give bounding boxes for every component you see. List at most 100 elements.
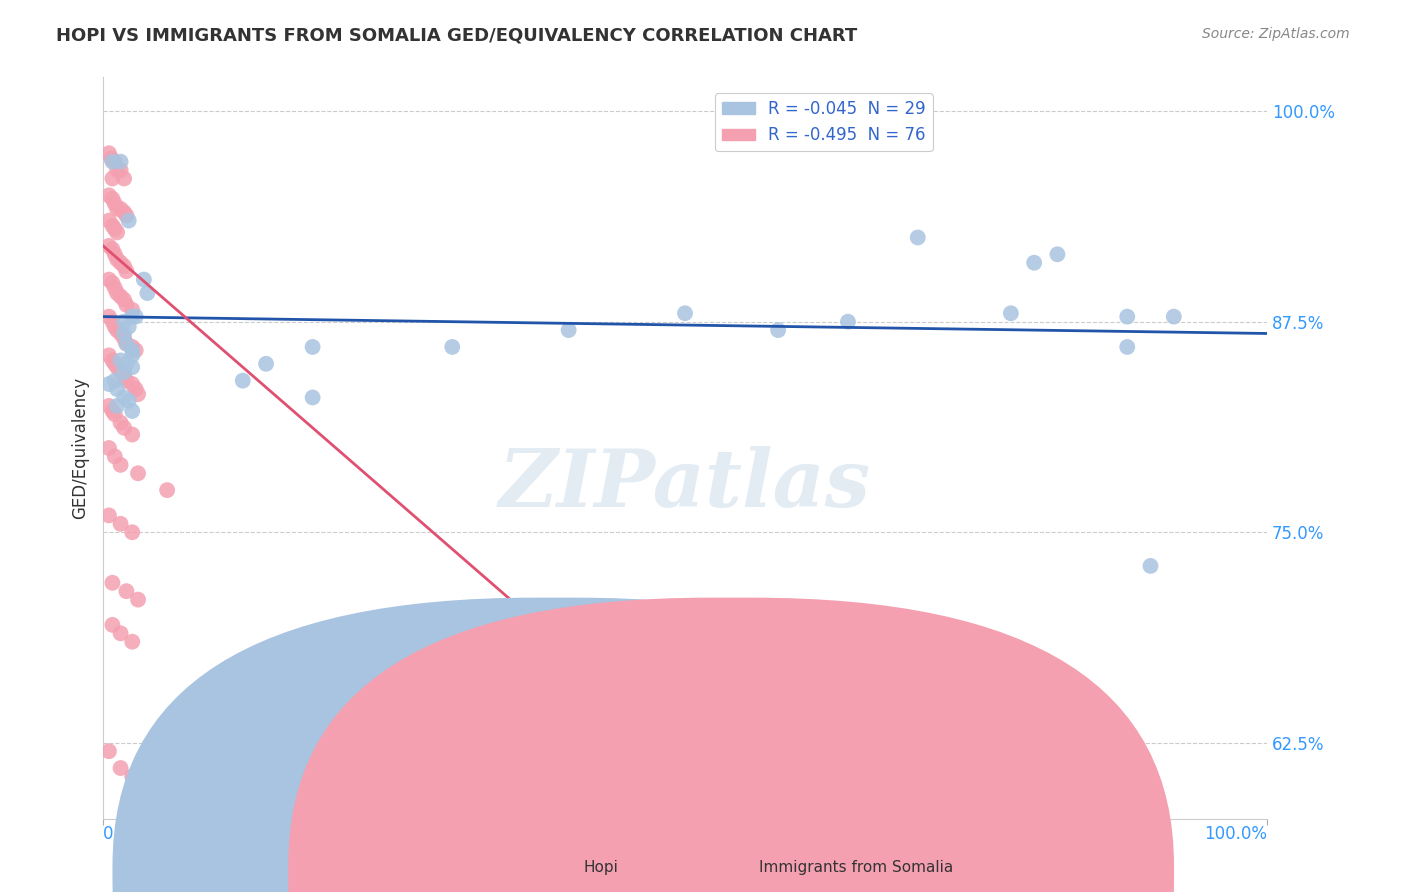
Point xyxy=(1024,256,1046,270)
Point xyxy=(110,289,132,303)
Point xyxy=(1000,306,1022,320)
Point xyxy=(104,196,127,211)
Point xyxy=(121,348,143,362)
Point xyxy=(110,626,132,640)
Text: 0.0%: 0.0% xyxy=(103,825,145,843)
Point xyxy=(121,310,143,324)
Point xyxy=(115,209,138,223)
Text: Immigrants from Somalia: Immigrants from Somalia xyxy=(759,861,953,875)
Point xyxy=(121,302,143,317)
Point xyxy=(115,584,138,599)
Point xyxy=(121,427,143,442)
Text: Hopi: Hopi xyxy=(583,861,619,875)
Point xyxy=(301,391,323,405)
Point xyxy=(101,353,124,368)
Point xyxy=(115,298,138,312)
Point xyxy=(115,336,138,351)
Point xyxy=(105,252,128,267)
Point xyxy=(110,154,132,169)
Point xyxy=(105,226,128,240)
Point xyxy=(125,310,148,324)
Point xyxy=(156,483,179,497)
Point xyxy=(112,171,135,186)
Text: HOPI VS IMMIGRANTS FROM SOMALIA GED/EQUIVALENCY CORRELATION CHART: HOPI VS IMMIGRANTS FROM SOMALIA GED/EQUI… xyxy=(56,27,858,45)
Point xyxy=(101,154,124,169)
Point xyxy=(105,360,128,375)
Point xyxy=(110,202,132,216)
Point xyxy=(110,163,132,178)
Point xyxy=(101,575,124,590)
Point xyxy=(121,376,143,391)
Point xyxy=(101,192,124,206)
Point xyxy=(104,222,127,236)
Point xyxy=(115,336,138,351)
Point xyxy=(110,416,132,430)
Point xyxy=(110,353,132,368)
Point xyxy=(100,151,122,165)
Text: ZIPatlas: ZIPatlas xyxy=(499,446,872,524)
Legend: R = -0.045  N = 29, R = -0.495  N = 76: R = -0.045 N = 29, R = -0.495 N = 76 xyxy=(716,93,932,151)
Point xyxy=(112,315,135,329)
Point xyxy=(112,293,135,307)
Point xyxy=(112,370,135,384)
Point xyxy=(97,239,120,253)
Point xyxy=(115,357,138,371)
Point xyxy=(101,219,124,233)
Point xyxy=(121,769,143,783)
Point xyxy=(97,213,120,227)
Point xyxy=(837,315,859,329)
Point xyxy=(118,213,141,227)
Point xyxy=(254,357,277,371)
Point xyxy=(97,310,120,324)
Point xyxy=(127,467,149,481)
Point xyxy=(121,404,143,418)
Text: Source: ZipAtlas.com: Source: ZipAtlas.com xyxy=(1202,27,1350,41)
Point xyxy=(118,393,141,408)
Point xyxy=(101,315,124,329)
Point xyxy=(97,188,120,202)
Point xyxy=(104,450,127,464)
Point xyxy=(125,382,148,396)
Point xyxy=(104,154,127,169)
Point xyxy=(105,399,128,413)
Point xyxy=(136,286,159,301)
Point xyxy=(110,516,132,531)
Point xyxy=(127,592,149,607)
Point xyxy=(557,719,579,733)
Point xyxy=(97,399,120,413)
Point xyxy=(104,319,127,334)
Point xyxy=(1046,247,1069,261)
Point xyxy=(112,365,135,379)
Point xyxy=(104,407,127,421)
Point xyxy=(110,256,132,270)
Point xyxy=(1139,558,1161,573)
Point xyxy=(110,761,132,775)
Point xyxy=(97,146,120,161)
Point xyxy=(105,202,128,216)
Point xyxy=(97,376,120,391)
Point xyxy=(127,387,149,401)
Point xyxy=(121,634,143,648)
Point xyxy=(97,348,120,362)
Point xyxy=(112,391,135,405)
Point xyxy=(105,286,128,301)
Point xyxy=(105,323,128,337)
Point xyxy=(907,230,929,244)
Point xyxy=(121,525,143,540)
Point xyxy=(105,382,128,396)
Point xyxy=(110,365,132,379)
Point xyxy=(110,326,132,341)
Point xyxy=(97,272,120,286)
Point xyxy=(104,374,127,388)
Point xyxy=(115,374,138,388)
Point xyxy=(97,508,120,523)
Point xyxy=(112,259,135,273)
Point xyxy=(125,343,148,358)
Point xyxy=(115,264,138,278)
Point xyxy=(112,326,135,341)
Text: 100.0%: 100.0% xyxy=(1204,825,1267,843)
Point xyxy=(101,242,124,256)
Point xyxy=(104,357,127,371)
Point xyxy=(1116,310,1139,324)
Point xyxy=(118,319,141,334)
